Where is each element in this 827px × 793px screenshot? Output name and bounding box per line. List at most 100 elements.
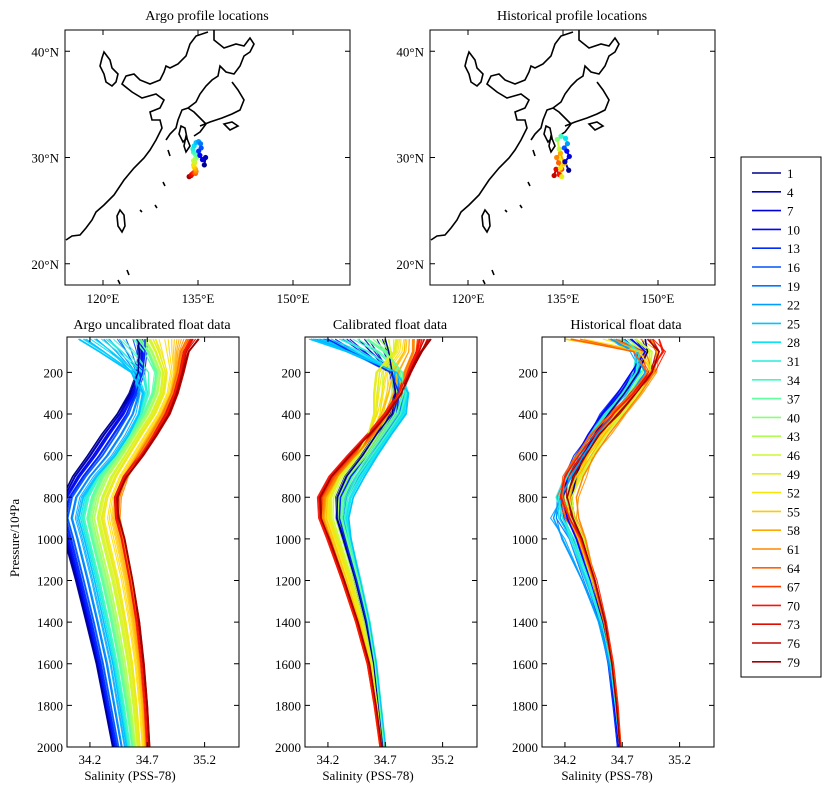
y-tick-label: 1800 <box>37 698 63 713</box>
profile-series-line <box>86 338 158 747</box>
calibrated-profile-panel: Calibrated float data Salinity (PSS-78) … <box>275 318 478 783</box>
panel-frame <box>66 336 240 748</box>
profile-location-point <box>557 165 564 171</box>
x-axis-label: Salinity (PSS-78) <box>322 768 413 783</box>
legend-label: 4 <box>787 185 794 200</box>
profile-series-line <box>116 338 200 747</box>
profile-location-point <box>564 141 571 147</box>
legend-label: 70 <box>787 598 800 613</box>
profile-line <box>88 338 159 747</box>
profile-line <box>575 338 660 747</box>
legend-label: 25 <box>787 316 800 331</box>
uncalibrated-profile-panel: Argo uncalibrated float data Salinity (P… <box>37 318 240 783</box>
y-axis-label: Pressure/10⁴Pa <box>7 499 22 577</box>
profile-lines <box>549 338 667 747</box>
y-tick-label: 400 <box>282 407 302 422</box>
profile-location-point <box>201 162 207 168</box>
profile-line <box>79 338 146 747</box>
profile-series-line <box>318 338 421 747</box>
x-tick-label: 150°E <box>642 291 675 306</box>
y-tick-label: 200 <box>519 365 539 380</box>
x-tick-label: 150°E <box>277 291 310 306</box>
legend-label: 16 <box>787 260 801 275</box>
x-tick-label: 135°E <box>182 291 215 306</box>
y-tick-label: 1400 <box>512 615 538 630</box>
profile-location-point <box>553 166 559 172</box>
x-tick-label: 34.7 <box>611 752 634 767</box>
panel-frame <box>304 336 478 748</box>
profile-lines <box>67 338 200 747</box>
panel-title: Calibrated float data <box>333 318 448 333</box>
legend-label: 73 <box>787 617 800 632</box>
coastline <box>430 30 620 285</box>
profile-lines <box>308 338 432 747</box>
x-tick-label: 34.2 <box>554 752 577 767</box>
y-tick-label: 1400 <box>275 615 301 630</box>
profile-location-point <box>566 167 572 173</box>
profile-series-line <box>67 339 146 747</box>
map-title: Argo profile locations <box>145 9 268 24</box>
profile-series-line <box>114 338 192 747</box>
y-tick-label: 600 <box>44 449 64 464</box>
map-title: Historical profile locations <box>497 9 647 24</box>
y-tick-label: 1600 <box>37 657 63 672</box>
y-tick-label: 20°N <box>31 257 59 272</box>
x-axis-label: Salinity (PSS-78) <box>561 768 652 783</box>
y-tick-label: 800 <box>519 490 539 505</box>
profile-line <box>108 339 173 747</box>
profile-location-point <box>564 148 570 154</box>
y-tick-label: 200 <box>44 365 64 380</box>
y-tick-label: 400 <box>519 407 539 422</box>
cycle-legend: 1 4 7 10 13 16 19 22 25 28 31 34 37 40 43 46 49 52 55 58 61 6… <box>740 156 822 678</box>
legend-label: 55 <box>787 504 800 519</box>
x-tick-label: 35.2 <box>431 752 454 767</box>
argo-locations-map: Argo profile locations 120°E 135°E 150°E 20… <box>31 9 351 306</box>
profile-location-point <box>197 141 204 147</box>
profile-location-point <box>556 146 562 152</box>
y-tick-label: 2000 <box>37 740 63 755</box>
x-tick-label: 34.2 <box>79 752 102 767</box>
legend-label: 58 <box>787 523 800 538</box>
y-tick-label: 40°N <box>31 44 59 59</box>
profile-location-point <box>559 174 565 180</box>
profile-location-point <box>562 135 569 141</box>
profile-line <box>83 338 150 747</box>
x-tick-label: 35.2 <box>193 752 216 767</box>
x-tick-label: 35.2 <box>668 752 691 767</box>
y-tick-label: 800 <box>282 490 302 505</box>
profile-location-point <box>557 150 564 156</box>
legend-label: 49 <box>787 467 800 482</box>
y-tick-label: 1000 <box>512 532 538 547</box>
x-axis-label: Salinity (PSS-78) <box>84 768 175 783</box>
y-tick-label: 400 <box>44 407 64 422</box>
y-tick-label: 1800 <box>512 698 538 713</box>
y-tick-label: 600 <box>282 449 302 464</box>
profile-location-point <box>554 136 560 143</box>
y-tick-label: 1600 <box>275 657 301 672</box>
y-tick-label: 1800 <box>275 698 301 713</box>
y-tick-label: 1400 <box>37 615 63 630</box>
legend-label: 79 <box>787 655 800 670</box>
profile-line <box>106 339 172 747</box>
profile-line <box>91 338 160 747</box>
legend-label: 31 <box>787 354 800 369</box>
coastline <box>65 30 255 285</box>
x-tick-label: 34.2 <box>317 752 340 767</box>
x-tick-label: 120°E <box>87 291 120 306</box>
legend-label: 76 <box>787 636 801 651</box>
x-tick-label: 34.7 <box>136 752 159 767</box>
profile-line <box>103 338 168 747</box>
legend-label: 52 <box>787 486 800 501</box>
legend-label: 34 <box>787 373 801 388</box>
panel-frame <box>541 336 715 748</box>
profile-location-point <box>203 154 209 161</box>
legend-label: 67 <box>787 580 801 595</box>
profile-location-point <box>554 154 560 161</box>
profile-line <box>98 338 164 747</box>
y-tick-label: 1200 <box>37 574 63 589</box>
y-tick-label: 1200 <box>275 574 301 589</box>
legend-label: 7 <box>787 204 794 219</box>
profile-series-line <box>319 338 432 747</box>
profile-location-point <box>566 153 572 160</box>
